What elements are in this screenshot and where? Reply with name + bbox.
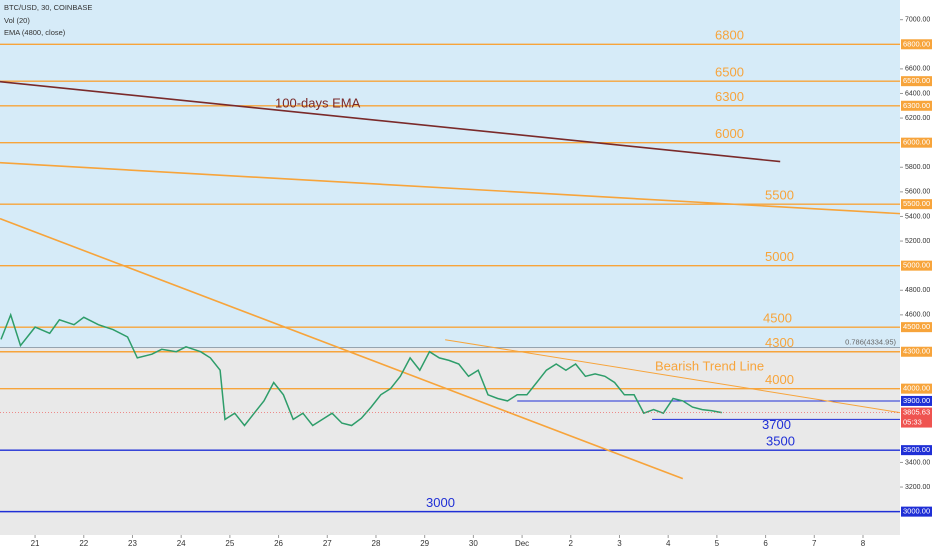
y-tick-label: 4800.00 [905,287,930,294]
price-axis [900,0,932,550]
x-tick-label: 26 [274,539,283,548]
level-label: 4500 [763,311,792,326]
level-label: 6800 [715,28,744,43]
trend-label: Bearish Trend Line [655,358,764,373]
y-tick-label: 5800.00 [905,164,930,171]
x-tick-label: 28 [372,539,381,548]
level-box [901,383,932,394]
level-box [901,260,932,271]
y-tick-label: 5400.00 [905,213,930,220]
last-price-box [901,407,932,428]
x-tick-label: 22 [79,539,88,548]
trend-line [0,80,781,163]
level-box-label: 6500.00 [903,76,930,85]
x-tick-label: 29 [420,539,429,548]
level-box-label: 4500.00 [903,322,930,331]
level-box [901,39,932,50]
level-label: 4300 [765,335,794,350]
x-tick-label: 30 [469,539,478,548]
level-box-label: 5500.00 [903,199,930,208]
time-axis [0,535,900,550]
level-box-label: 4000.00 [903,384,930,393]
y-tick-label: 6400.00 [905,90,930,97]
level-box [901,506,932,517]
level-label: 3000 [426,495,455,510]
level-box-label: 6000.00 [903,138,930,147]
upper-zone [0,0,900,347]
level-box-label: 3500.00 [903,445,930,454]
price-line [0,312,722,427]
x-tick-label: 7 [812,539,817,548]
x-tick-label: 24 [177,539,186,548]
x-tick-label: 2 [569,539,574,548]
level-box-label: 3900.00 [903,396,930,405]
x-tick-label: 27 [323,539,332,548]
chart-title: BTC/USD, 30, COINBASE [4,3,92,12]
level-box [901,76,932,87]
trend-label: 100-days EMA [275,95,361,110]
y-tick-label: 6200.00 [905,115,930,122]
level-label: 6500 [715,65,744,80]
level-box-label: 6800.00 [903,39,930,48]
fib-label: 0.786(4334.95) [845,337,896,346]
y-tick-label: 5600.00 [905,189,930,196]
level-label: 6000 [715,126,744,141]
level-box [901,445,932,456]
x-tick-label: 5 [715,539,720,548]
level-box-label: 5000.00 [903,261,930,270]
trend-line [445,339,901,414]
trend-line [0,161,901,215]
level-box [901,137,932,148]
x-tick-label: 25 [225,539,234,548]
plot: 0.786(4334.95) 6800 6500 6300 6000 5500 5000 45… [0,28,901,513]
lower-zone [0,347,900,535]
level-box-label: 3000.00 [903,507,930,516]
level-label: 5000 [765,249,794,264]
y-tick-label: 3200.00 [905,484,930,491]
trend-line [0,217,684,480]
level-box [901,199,932,210]
level-label: 5500 [765,188,794,203]
last-price-label: 3805.63 [903,408,930,417]
ema-label: EMA (4800, close) [4,28,66,37]
y-tick-label: 5200.00 [905,238,930,245]
x-tick-label: 21 [31,539,40,548]
x-tick-label: 3 [617,539,622,548]
x-tick-label: 23 [128,539,137,548]
level-label: 4000 [765,372,794,387]
level-box-label: 4300.00 [903,347,930,356]
x-tick-label: 4 [666,539,671,548]
level-label: 3500 [766,434,795,449]
countdown: 05:33 [903,418,922,427]
level-box [901,395,932,406]
x-tick-label: 6 [763,539,768,548]
y-tick-label: 6600.00 [905,66,930,73]
level-label: 6300 [715,89,744,104]
x-tick-label: Dec [515,539,529,548]
level-box [901,100,932,111]
level-box [901,322,932,333]
y-tick-label: 4600.00 [905,312,930,319]
volume-label: Vol (20) [4,16,30,25]
annotation: 3700 [762,417,791,432]
y-tick-label: 3400.00 [905,459,930,466]
y-tick-label: 7000.00 [905,17,930,24]
x-tick-label: 8 [861,539,866,548]
level-box-label: 6300.00 [903,101,930,110]
level-box [901,346,932,357]
